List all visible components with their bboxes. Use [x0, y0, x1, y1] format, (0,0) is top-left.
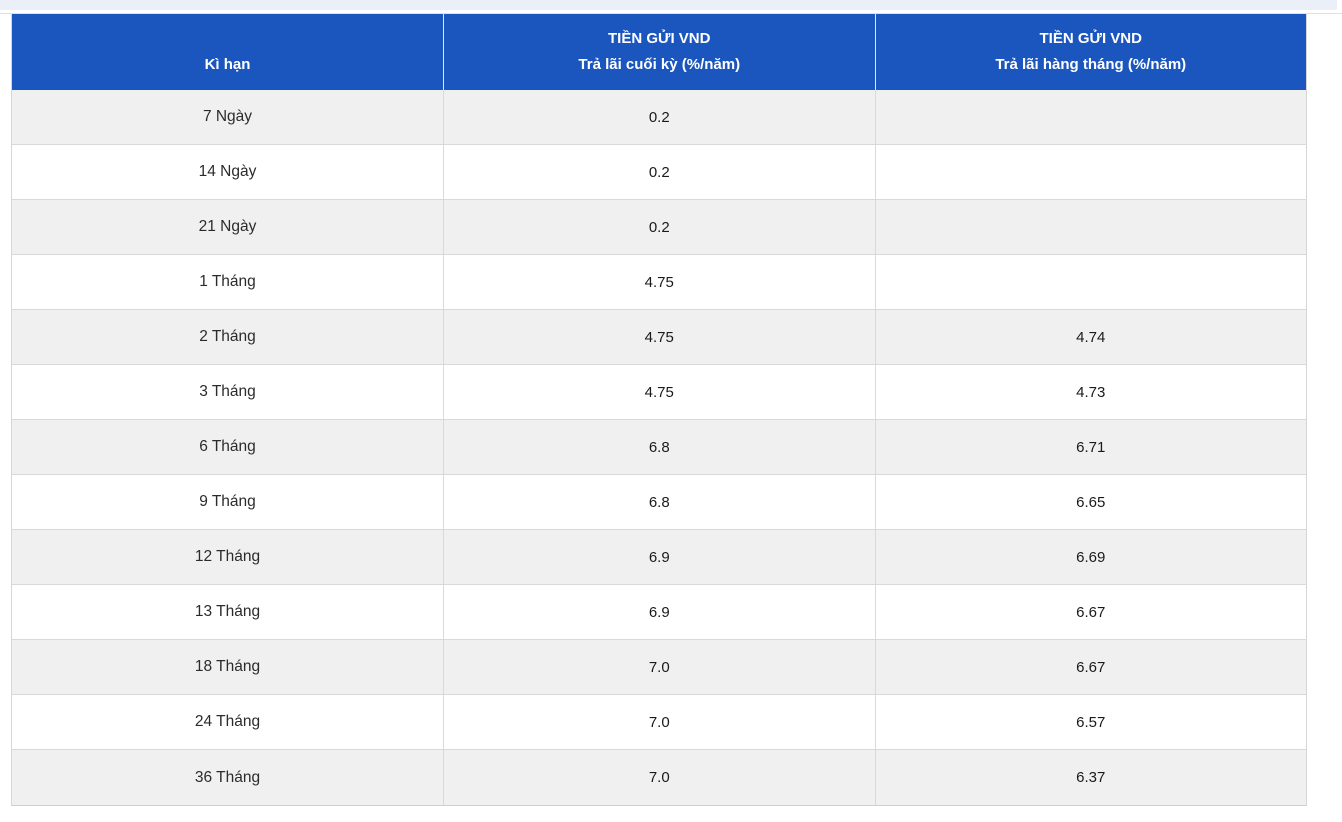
monthly-rate-cell: 6.67 — [874, 640, 1307, 694]
end-of-term-rate-cell: 6.8 — [443, 475, 875, 529]
end-of-term-rate-cell: 4.75 — [443, 365, 875, 419]
end-of-term-rate-cell: 6.8 — [443, 420, 875, 474]
monthly-rate-cell — [874, 90, 1307, 144]
header-monthly-rate: TIỀN GỬI VND Trả lãi hàng tháng (%/năm) — [874, 14, 1307, 90]
end-of-term-rate-cell: 6.9 — [443, 585, 875, 639]
table-row: 21 Ngày 0.2 — [12, 200, 1306, 255]
header-end-of-term-title: TIỀN GỬI VND — [608, 30, 711, 47]
monthly-rate-cell: 6.69 — [874, 530, 1307, 584]
divider-line — [0, 13, 1342, 14]
end-of-term-rate-cell: 0.2 — [443, 90, 875, 144]
end-of-term-rate-cell: 4.75 — [443, 310, 875, 364]
table-row: 24 Tháng 7.0 6.57 — [12, 695, 1306, 750]
term-cell: 18 Tháng — [194, 658, 261, 675]
end-of-term-rate-cell: 7.0 — [443, 640, 875, 694]
term-cell: 13 Tháng — [194, 603, 261, 620]
header-end-of-term-rate: TIỀN GỬI VND Trả lãi cuối kỳ (%/năm) — [443, 14, 875, 90]
monthly-rate-cell — [874, 200, 1307, 254]
table-row: 6 Tháng 6.8 6.71 — [12, 420, 1306, 475]
table-row: 36 Tháng 7.0 6.37 — [12, 750, 1306, 805]
term-cell: 3 Tháng — [199, 383, 256, 400]
header-term: Kì hạn — [12, 14, 443, 90]
term-cell: 24 Tháng — [194, 713, 261, 730]
table-row: 14 Ngày 0.2 — [12, 145, 1306, 200]
end-of-term-rate-cell: 0.2 — [443, 145, 875, 199]
term-cell: 14 Ngày — [198, 163, 257, 180]
monthly-rate-cell: 4.73 — [874, 365, 1307, 419]
monthly-rate-cell: 6.57 — [874, 695, 1307, 749]
end-of-term-rate-cell: 7.0 — [443, 695, 875, 749]
monthly-rate-cell: 6.37 — [874, 750, 1307, 805]
table-row: 13 Tháng 6.9 6.67 — [12, 585, 1306, 640]
end-of-term-rate-cell: 4.75 — [443, 255, 875, 309]
term-cell: 36 Tháng — [194, 768, 261, 786]
term-cell: 6 Tháng — [199, 438, 256, 455]
end-of-term-rate-cell: 7.0 — [443, 750, 875, 805]
term-cell: 9 Tháng — [199, 493, 256, 510]
term-cell: 1 Tháng — [199, 273, 256, 290]
table-row: 3 Tháng 4.75 4.73 — [12, 365, 1306, 420]
table-row: 9 Tháng 6.8 6.65 — [12, 475, 1306, 530]
end-of-term-rate-cell: 0.2 — [443, 200, 875, 254]
term-cell: 12 Tháng — [194, 548, 261, 565]
term-cell: 2 Tháng — [199, 328, 256, 345]
interest-rate-table: Kì hạn TIỀN GỬI VND Trả lãi cuối kỳ (%/n… — [11, 14, 1307, 806]
header-monthly-subtitle: Trả lãi hàng tháng (%/năm) — [995, 56, 1187, 73]
header-term-label: Kì hạn — [204, 56, 251, 73]
end-of-term-rate-cell: 6.9 — [443, 530, 875, 584]
header-end-of-term-subtitle: Trả lãi cuối kỳ (%/năm) — [578, 56, 741, 73]
monthly-rate-cell: 4.74 — [874, 310, 1307, 364]
top-strip — [0, 0, 1337, 10]
table-header-row: Kì hạn TIỀN GỬI VND Trả lãi cuối kỳ (%/n… — [12, 14, 1306, 90]
table-row: 7 Ngày 0.2 — [12, 90, 1306, 145]
monthly-rate-cell: 6.67 — [874, 585, 1307, 639]
header-monthly-title: TIỀN GỬI VND — [1039, 30, 1142, 47]
table-body: 7 Ngày 0.2 14 Ngày 0.2 21 Ngày 0.2 1 Thá… — [12, 90, 1306, 805]
monthly-rate-cell: 6.65 — [874, 475, 1307, 529]
monthly-rate-cell — [874, 255, 1307, 309]
term-cell: 21 Ngày — [198, 218, 257, 235]
table-row: 12 Tháng 6.9 6.69 — [12, 530, 1306, 585]
monthly-rate-cell — [874, 145, 1307, 199]
table-row: 1 Tháng 4.75 — [12, 255, 1306, 310]
table-row: 2 Tháng 4.75 4.74 — [12, 310, 1306, 365]
table-row: 18 Tháng 7.0 6.67 — [12, 640, 1306, 695]
term-cell: 7 Ngày — [202, 108, 253, 125]
monthly-rate-cell: 6.71 — [874, 420, 1307, 474]
